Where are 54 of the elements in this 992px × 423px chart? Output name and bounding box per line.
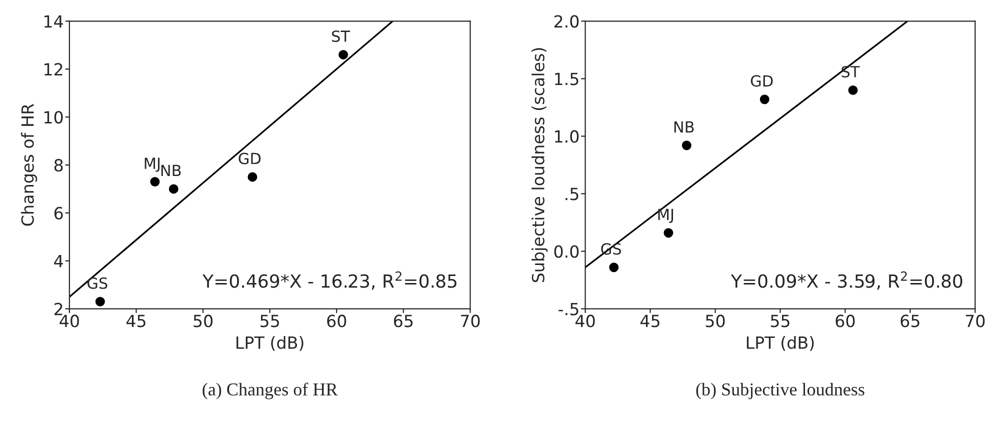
point [682,140,692,150]
y-tick-label: 4 [54,255,63,268]
point [848,85,858,95]
text: (b) Subjective loudness [696,382,864,400]
point [248,172,258,182]
annotation: MJ [658,208,674,224]
y-tick-label: 6 [54,206,63,220]
y-tick-label: 1.0 [555,130,579,143]
x-tick-label: 40 [575,314,595,328]
y-tick-label: 2.0 [554,15,579,28]
y-tick-label: 0.0 [554,245,579,258]
x-tick-label: 55 [770,314,790,328]
x-tick-label: 65 [900,314,920,328]
x-tick-label: 65 [394,314,413,328]
x-tick-label: 70 [460,314,480,328]
x-tick-label: 70 [966,314,985,328]
annotation: MJ [144,158,160,172]
y-tick-label: 12 [44,63,62,76]
y-tick-label: 14 [44,15,63,28]
x-tick-label: 45 [126,314,146,328]
x-tick-label: 45 [640,314,660,328]
x-tick-label: 60 [327,314,346,328]
annotation: GD [750,75,773,87]
point [95,296,105,306]
annotation: ST [842,66,860,78]
x-tick-label: 55 [260,314,279,328]
y-tick-label: 1.5 [555,72,578,86]
y-tick-label: 8 [54,158,63,172]
point [760,94,770,104]
annotation: Y=0.09*X - 3.59, R$^{2}$=0.80 [730,271,962,290]
y-tick-label: .5 [566,188,578,200]
text: (a) Changes of HR [202,382,338,400]
annotation: NB [161,164,181,176]
y-tick-label: 2 [54,302,62,316]
point [150,177,160,186]
x-axis-title: LPT (dB) [746,336,814,351]
x-tick-label: 40 [60,314,79,328]
y-axis-title: Changes of HR [20,104,38,226]
y-tick-label: -.5 [558,302,578,316]
annotation: GD [238,152,261,164]
x-tick-label: 60 [836,314,855,328]
point [609,262,619,272]
y-axis-title: Subjective loudness (scales) [532,48,548,282]
point [168,184,178,194]
point [338,50,348,60]
point [664,228,674,238]
annotation: ST [332,30,350,42]
y-tick-label: 10 [44,110,63,124]
x-axis-title: LPT (dB) [236,336,304,351]
annotation: Y=0.469*X - 16.23, R$^{2}$=0.85 [202,271,456,290]
annotation: GS [87,277,108,289]
annotation: NB [674,121,694,133]
x-tick-label: 50 [706,314,725,328]
x-tick-label: 50 [194,314,213,328]
